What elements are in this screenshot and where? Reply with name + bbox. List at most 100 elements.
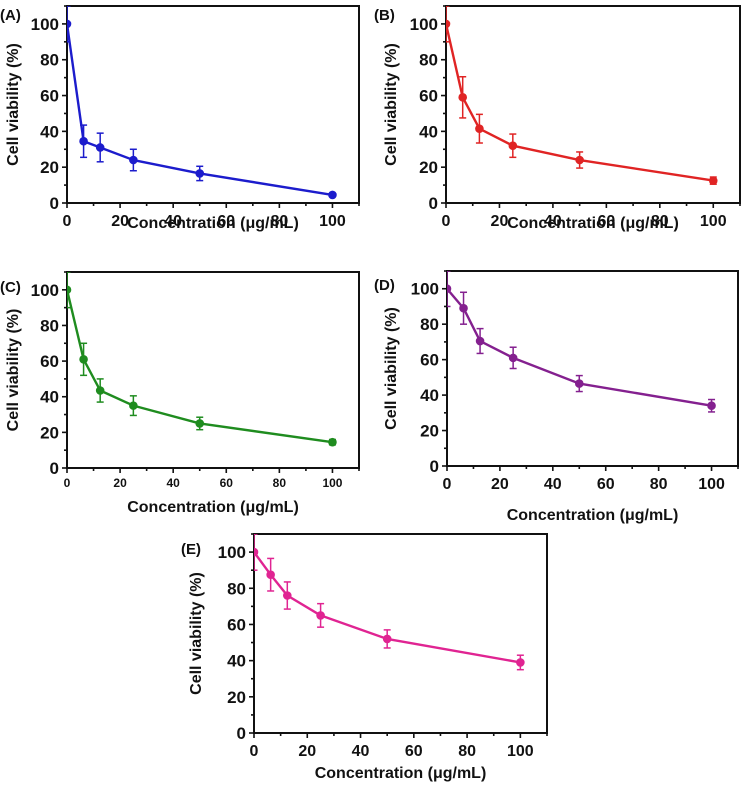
data-point [328,437,337,447]
y-tick-label: 40 [227,652,246,671]
data-series [446,6,718,185]
plot-frame [446,270,739,467]
data-series [254,534,525,671]
data-point [707,401,716,411]
y-tick-label: 40 [420,386,439,405]
x-tick-label: 100 [507,743,534,760]
x-tick-label: 80 [651,213,669,230]
data-point [79,355,88,364]
panel-label: (D) [374,277,395,294]
x-tick-label: 60 [220,476,234,490]
data-point [79,136,88,146]
y-tick-label: 60 [40,352,59,371]
y-tick-label: 100 [218,543,246,562]
data-point [129,155,138,165]
panel-label: (E) [181,541,201,558]
x-tick-label: 60 [405,743,423,760]
x-tick-label: 80 [650,476,668,493]
data-point [708,176,718,185]
y-tick-label: 20 [227,688,246,707]
y-tick-label: 0 [50,459,59,478]
y-axis-label: Cell viability (%) [383,307,400,430]
y-tick-label: 100 [31,281,59,300]
x-axis-label: Concentration (μg/mL) [315,765,487,782]
y-tick-label: 100 [411,280,439,299]
y-tick-label: 40 [40,122,59,141]
plot-frame [445,5,741,204]
y-tick-label: 100 [31,15,59,34]
data-point [254,547,259,557]
data-point [195,169,205,178]
data-point [446,19,451,29]
y-tick-label: 80 [40,51,59,70]
y-tick-label: 0 [429,194,438,213]
y-tick-label: 20 [419,158,438,177]
x-tick-label: 20 [298,743,316,760]
chart-panel-a: 0 20 40 60 80 100 0 20 40 60 80 100 Cell viability (… [0,5,360,232]
y-tick-label: 60 [420,351,439,370]
x-tick-label: 100 [322,476,342,490]
plot-frame [66,5,360,204]
data-point [95,386,105,395]
x-tick-label: 20 [491,476,509,493]
y-tick-label: 0 [50,194,59,213]
y-axis-label: Cell viability (%) [383,43,400,166]
data-point [459,303,468,313]
data-point [458,93,468,102]
x-axis-label: Concentration (μg/mL) [127,499,299,516]
y-tick-label: 0 [237,724,246,743]
y-tick-label: 60 [40,87,59,106]
chart-panel-c: 0 20 40 60 80 100 0 20 40 60 80 100 Cell viability (… [0,271,360,516]
y-tick-label: 40 [419,122,438,141]
y-tick-label: 0 [430,457,439,476]
data-point [129,401,138,410]
data-point [575,155,584,165]
x-axis-label: Concentration (μg/mL) [507,507,679,524]
x-tick-label: 40 [167,476,181,490]
x-tick-label: 100 [700,213,727,230]
data-point [195,419,205,428]
y-axis-label: Cell viability (%) [188,572,205,695]
x-tick-label: 40 [544,213,562,230]
x-tick-label: 20 [111,213,129,230]
chart-panel-b: 0 20 40 60 80 100 0 20 40 60 80 100 Cell viability (… [374,5,741,232]
x-tick-label: 80 [273,476,287,490]
x-tick-label: 80 [270,213,288,230]
x-axis-label: Concentration (μg/mL) [507,215,679,232]
chart-panel-d: 0 20 40 60 80 100 0 20 40 60 80 100 Cell viability (… [374,270,739,524]
data-point [382,634,392,644]
data-series [67,6,337,200]
data-point [516,658,525,667]
y-tick-label: 60 [419,87,438,106]
y-tick-label: 40 [40,388,59,407]
series-line [67,23,333,197]
data-point [574,379,584,388]
x-tick-label: 60 [217,213,235,230]
data-point [316,611,325,620]
x-tick-label: 20 [491,213,509,230]
series-line [446,23,714,182]
data-series [447,271,716,413]
x-axis-label: Concentration (μg/mL) [127,215,299,232]
panel-label: (B) [374,7,395,24]
y-tick-label: 80 [420,315,439,334]
x-tick-label: 0 [250,743,259,760]
panel-label: (C) [0,279,21,296]
x-tick-label: 60 [597,476,615,493]
data-point [447,284,452,294]
plot-frame [253,533,548,734]
x-tick-label: 40 [544,476,562,493]
y-axis-label: Cell viability (%) [5,309,22,432]
y-tick-label: 20 [420,422,439,441]
data-point [475,124,484,133]
data-point [328,190,337,200]
data-series [67,272,337,447]
x-tick-label: 20 [113,476,127,490]
data-point [508,353,518,363]
x-tick-label: 0 [442,213,451,230]
y-tick-label: 20 [40,423,59,442]
series-line [67,289,333,444]
x-tick-label: 100 [319,213,346,230]
x-tick-label: 100 [698,476,725,493]
